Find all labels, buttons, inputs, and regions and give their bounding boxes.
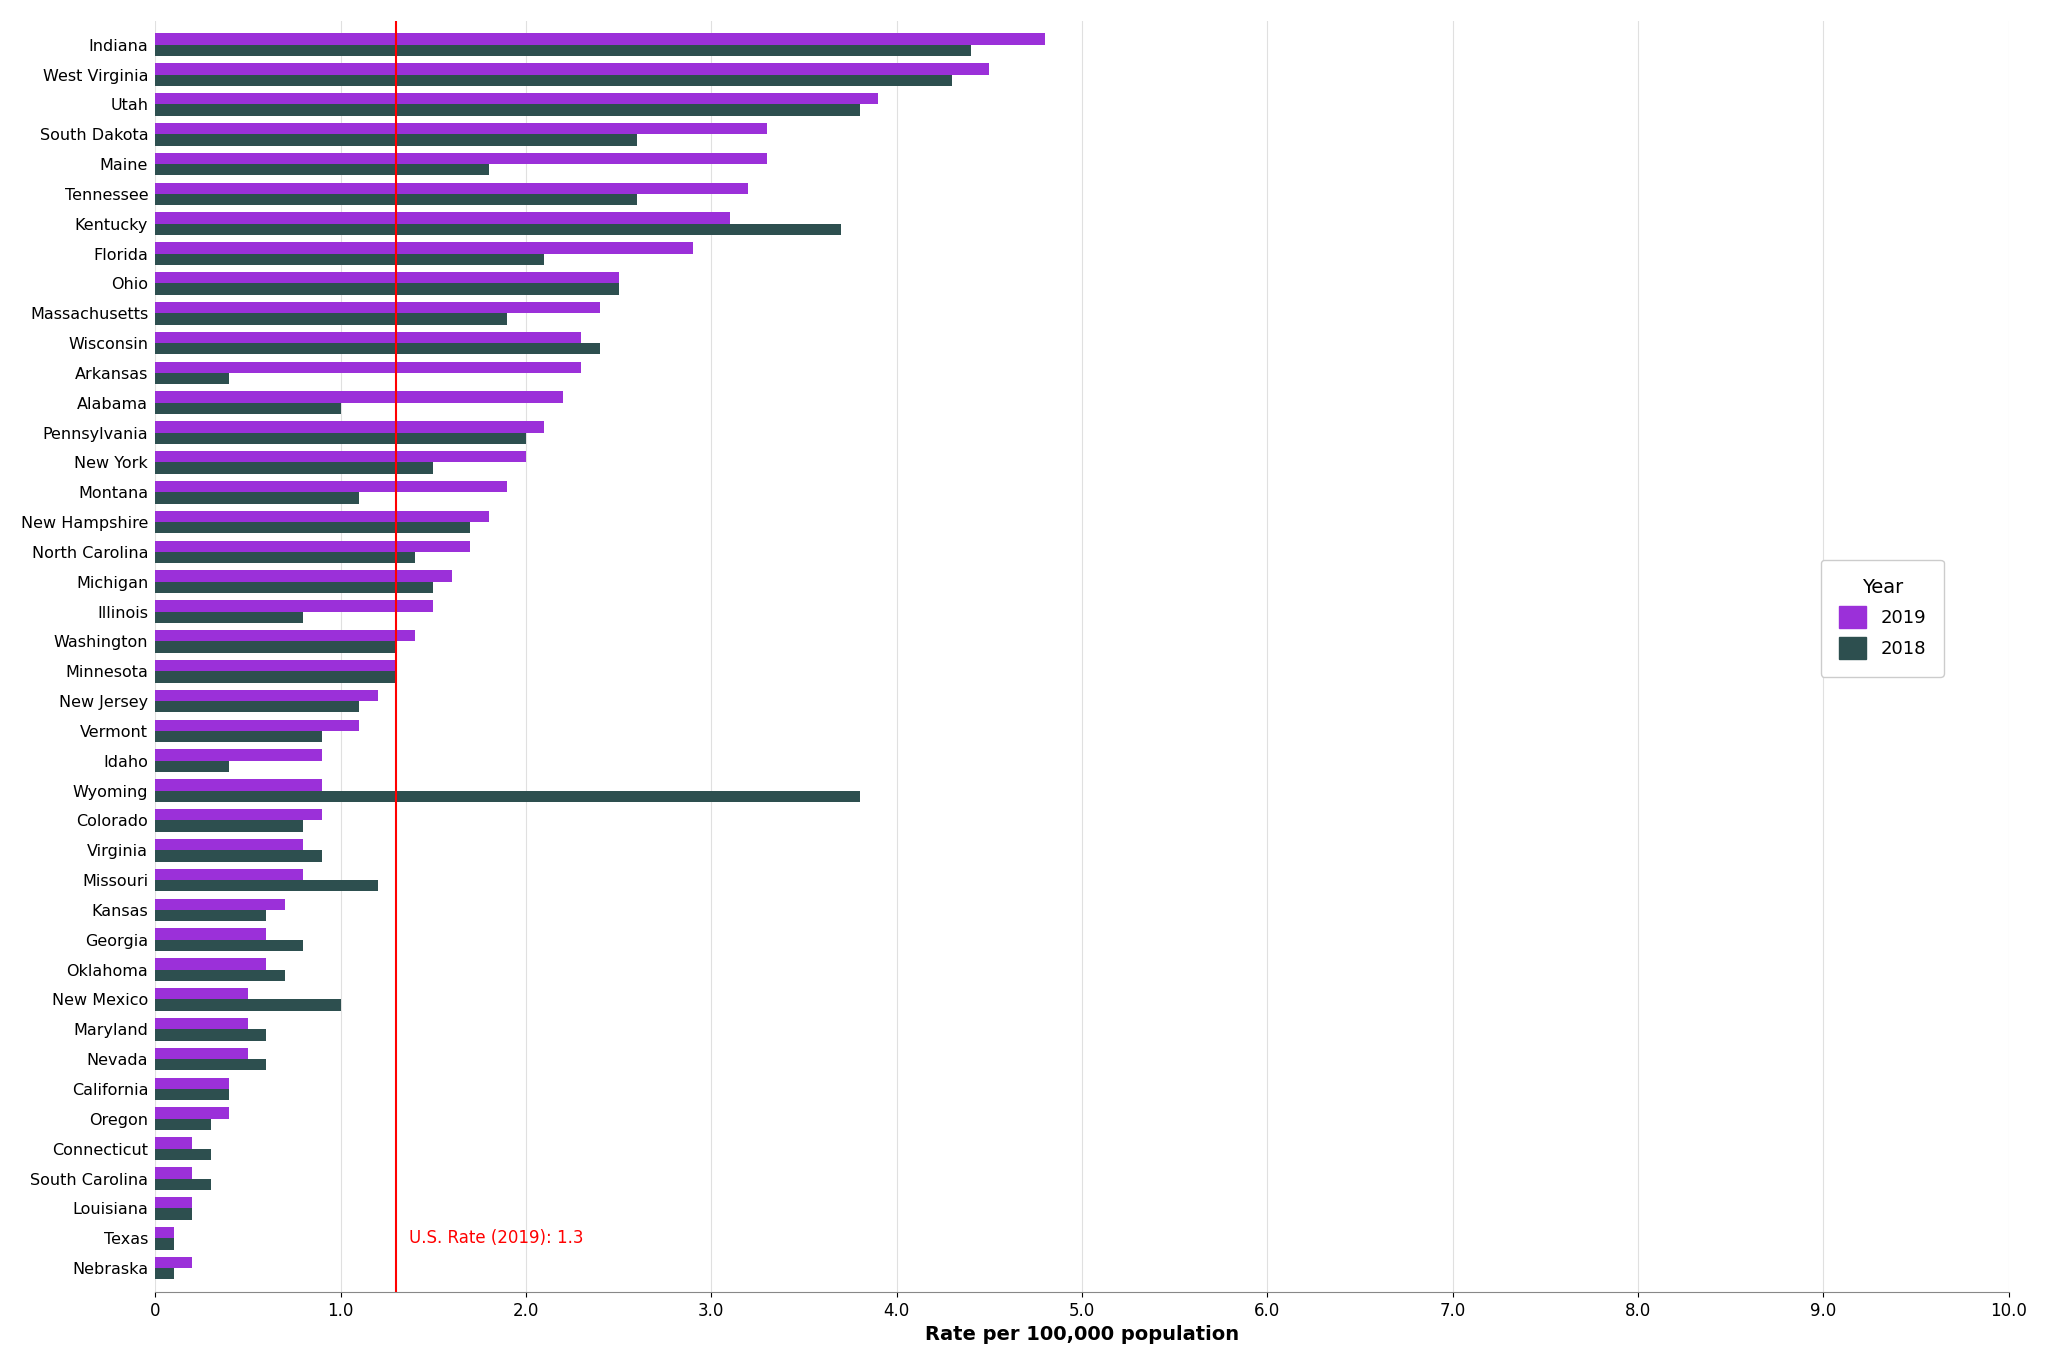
Bar	[156, 511, 489, 521]
Bar	[156, 880, 377, 891]
Bar	[156, 988, 248, 999]
Bar	[156, 779, 322, 790]
Bar	[156, 63, 989, 75]
Bar	[156, 898, 285, 910]
Bar	[156, 1208, 193, 1220]
Bar	[156, 1029, 266, 1040]
Bar	[156, 868, 303, 880]
Bar	[156, 1149, 211, 1160]
Bar	[156, 551, 414, 564]
Bar	[156, 969, 285, 981]
Bar	[156, 1107, 229, 1119]
Bar	[156, 1178, 211, 1190]
Bar	[156, 284, 618, 295]
Bar	[156, 1227, 174, 1238]
Bar	[156, 343, 600, 355]
Bar	[156, 672, 395, 682]
Bar	[156, 910, 266, 921]
Bar	[156, 332, 582, 343]
Bar	[156, 480, 508, 493]
Bar	[156, 521, 471, 534]
Bar	[156, 313, 508, 325]
Bar	[156, 493, 358, 504]
Bar	[156, 612, 303, 622]
Bar	[156, 1167, 193, 1178]
Bar	[156, 422, 545, 433]
Bar	[156, 272, 618, 284]
Bar	[156, 1268, 174, 1279]
Bar	[156, 581, 434, 594]
Bar	[156, 820, 303, 831]
Bar	[156, 631, 414, 642]
Bar	[156, 362, 582, 373]
Bar	[156, 571, 453, 581]
Bar	[156, 702, 358, 713]
Bar	[156, 642, 395, 652]
Bar	[156, 254, 545, 265]
Bar	[156, 749, 322, 760]
Bar	[156, 123, 766, 134]
Bar	[156, 1119, 211, 1130]
Bar	[156, 224, 842, 235]
Bar	[156, 1137, 193, 1149]
Bar	[156, 850, 322, 861]
Bar	[156, 45, 971, 56]
Bar	[156, 541, 471, 551]
Bar	[156, 33, 1044, 45]
Bar	[156, 450, 526, 463]
Bar	[156, 164, 489, 175]
Bar	[156, 194, 637, 205]
Bar	[156, 659, 395, 672]
Bar	[156, 940, 303, 951]
Bar	[156, 403, 340, 414]
Bar	[156, 75, 952, 86]
Bar	[156, 928, 266, 940]
Bar	[156, 1238, 174, 1249]
Bar	[156, 719, 358, 730]
Bar	[156, 392, 563, 403]
Bar	[156, 689, 377, 702]
Bar	[156, 93, 879, 104]
Bar	[156, 242, 692, 254]
Bar	[156, 1257, 193, 1268]
Bar	[156, 302, 600, 313]
Text: U.S. Rate (2019): 1.3: U.S. Rate (2019): 1.3	[410, 1228, 584, 1248]
Bar	[156, 1018, 248, 1029]
Bar	[156, 790, 860, 803]
Bar	[156, 1059, 266, 1070]
Bar	[156, 373, 229, 385]
Legend: 2019, 2018: 2019, 2018	[1821, 560, 1944, 677]
X-axis label: Rate per 100,000 population: Rate per 100,000 population	[926, 1325, 1239, 1345]
Bar	[156, 809, 322, 820]
Bar	[156, 1048, 248, 1059]
Bar	[156, 1197, 193, 1208]
Bar	[156, 601, 434, 612]
Bar	[156, 134, 637, 146]
Bar	[156, 153, 766, 164]
Bar	[156, 760, 229, 773]
Bar	[156, 999, 340, 1011]
Bar	[156, 104, 860, 116]
Bar	[156, 958, 266, 969]
Bar	[156, 463, 434, 474]
Bar	[156, 1077, 229, 1089]
Bar	[156, 730, 322, 743]
Bar	[156, 1089, 229, 1100]
Bar	[156, 839, 303, 850]
Bar	[156, 183, 748, 194]
Bar	[156, 213, 729, 224]
Bar	[156, 433, 526, 444]
